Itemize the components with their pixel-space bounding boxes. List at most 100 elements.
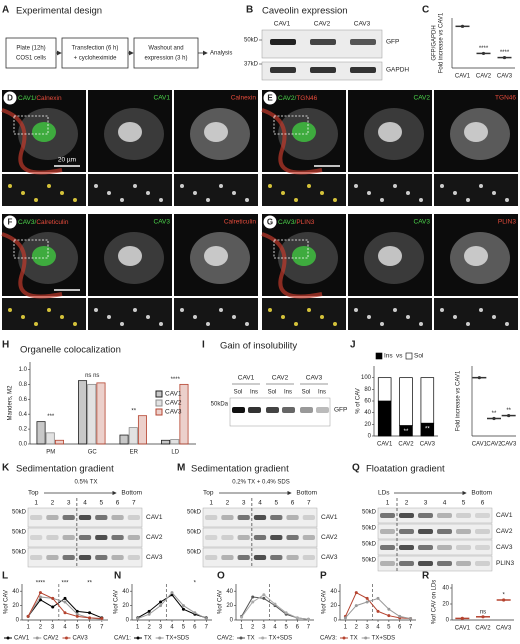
puncta — [159, 322, 163, 326]
legend-label: CAV1 — [165, 391, 182, 398]
marker — [306, 617, 310, 621]
fraction-label: 3 — [242, 500, 246, 507]
puncta — [354, 184, 358, 188]
band — [253, 555, 267, 560]
legend-joiner: vs — [396, 353, 403, 360]
annotation: ns ns — [85, 373, 99, 379]
scale-label: 20 µm — [58, 157, 76, 164]
x-tick-label: 5 — [76, 625, 80, 631]
panel-letter: R — [422, 571, 430, 582]
merge-red: Calreticulin — [36, 219, 69, 226]
band — [221, 515, 234, 520]
band — [418, 513, 433, 518]
mw-marker: 37kD — [244, 62, 259, 68]
y-tick-label: 100 — [361, 375, 372, 381]
blot — [377, 523, 493, 540]
lane-label: CAV1 — [238, 375, 255, 382]
band — [95, 535, 108, 540]
marker — [204, 617, 208, 621]
puncta — [492, 191, 496, 195]
mw-marker: 50kD — [244, 38, 259, 44]
red-network — [261, 232, 323, 299]
bar — [87, 383, 97, 445]
band — [30, 535, 43, 540]
band — [95, 555, 108, 560]
marker — [193, 611, 197, 615]
condition: 0.2% TX + 0.4% SDS — [232, 480, 289, 486]
band — [62, 515, 75, 520]
marker — [75, 609, 79, 613]
bar-segment — [399, 377, 413, 426]
panel-title: Experimental design — [16, 6, 102, 17]
signal — [292, 122, 316, 142]
legend-label: CAV3 — [165, 409, 182, 416]
y-tick-label: 40 — [364, 410, 371, 416]
band — [302, 535, 315, 540]
fraction-label: 4 — [258, 500, 262, 507]
fraction-label: 5 — [274, 500, 278, 507]
panel-letter: F — [8, 218, 13, 227]
y-tick-label: 60 — [364, 399, 371, 405]
x-tick-label: 7 — [100, 625, 104, 631]
zoom-strip — [348, 298, 432, 330]
panel-letter: A — [2, 5, 9, 16]
band — [380, 545, 395, 550]
puncta — [193, 315, 197, 319]
step-text: expression (3 h) — [144, 56, 187, 62]
point — [492, 416, 496, 421]
blot — [229, 397, 331, 427]
signal — [464, 246, 488, 266]
zoom-strip — [434, 298, 518, 330]
x-tick-label: GC — [88, 450, 98, 456]
x-tick-label: 4 — [63, 625, 67, 631]
point — [460, 24, 465, 28]
zoom-strip — [88, 174, 172, 206]
band — [475, 545, 490, 550]
annotation: ** — [506, 408, 511, 414]
letter-badge — [263, 215, 277, 229]
band — [350, 39, 376, 45]
step-text: Plate (12h) — [16, 46, 45, 52]
marker — [376, 609, 380, 613]
channel-label: TGN46 — [495, 95, 516, 102]
step-text: Transfection (6 h) — [72, 46, 119, 52]
blot — [377, 539, 493, 556]
annotation: ** — [404, 429, 409, 435]
puncta — [281, 191, 285, 195]
puncta — [146, 315, 150, 319]
puncta — [479, 308, 483, 312]
legend-marker — [35, 636, 39, 640]
row-label: CAV3 — [146, 554, 163, 561]
x-tick-label: 2 — [251, 625, 255, 631]
y-tick-label: 20 — [330, 603, 337, 609]
bar — [170, 439, 180, 445]
fraction-label: Sol — [302, 390, 311, 396]
x-tick-label: 1 — [26, 625, 30, 631]
puncta — [60, 191, 64, 195]
band — [399, 513, 414, 518]
puncta — [245, 198, 249, 202]
merge-label: CAV1/Calnexin — [18, 95, 62, 102]
marker — [75, 612, 79, 616]
point — [502, 55, 507, 60]
marker — [262, 596, 266, 600]
legend-marker — [261, 636, 265, 640]
marker — [365, 596, 369, 600]
legend-label: TX+SDS — [269, 636, 293, 642]
band — [380, 561, 395, 566]
x-tick-label: 1 — [344, 625, 348, 631]
annotation: ** — [87, 581, 92, 587]
puncta — [219, 184, 223, 188]
panel-letter: B — [246, 5, 253, 16]
y-tick-label: 0 — [16, 618, 20, 624]
legend-label: TX — [144, 636, 152, 642]
x-tick-label: 6 — [296, 625, 300, 631]
band — [475, 561, 490, 566]
band — [456, 545, 471, 550]
y-tick-label: 0.8 — [19, 382, 28, 388]
lane-label: CAV2 — [314, 21, 331, 28]
bar — [78, 380, 88, 445]
band — [418, 561, 433, 566]
legend-label: CAV2 — [165, 400, 182, 407]
step-text: COS1 cells — [16, 56, 46, 62]
